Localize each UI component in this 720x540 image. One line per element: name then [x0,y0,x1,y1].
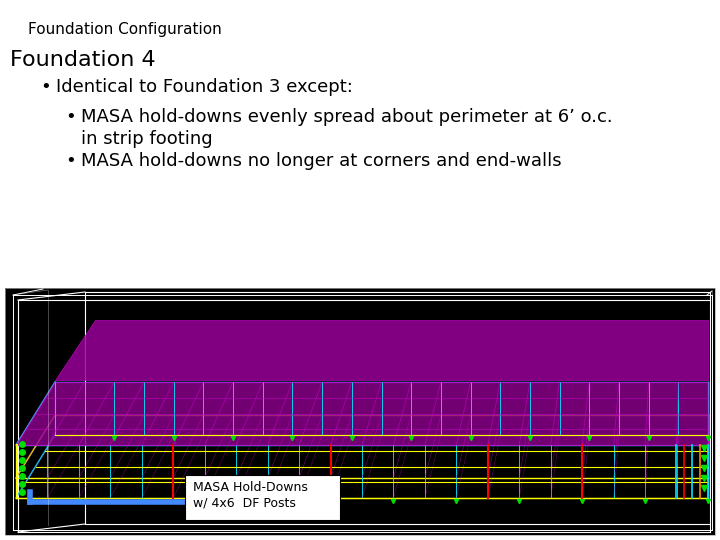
Text: MASA hold-downs no longer at corners and end-walls: MASA hold-downs no longer at corners and… [81,152,562,170]
Text: Foundation Configuration: Foundation Configuration [28,22,222,37]
FancyBboxPatch shape [185,475,340,520]
Text: •: • [65,152,76,170]
Text: Foundation 4: Foundation 4 [10,50,156,70]
Polygon shape [55,320,708,380]
Text: •: • [65,108,76,126]
Text: Identical to Foundation 3 except:: Identical to Foundation 3 except: [56,78,353,96]
Bar [5,288,715,535]
Text: MASA hold-downs evenly spread about perimeter at 6’ o.c.: MASA hold-downs evenly spread about peri… [81,108,613,126]
Text: •: • [40,78,50,96]
Text: MASA Hold-Downs
w/ 4x6  DF Posts: MASA Hold-Downs w/ 4x6 DF Posts [193,481,308,509]
Bar [5,288,715,535]
Text: in strip footing: in strip footing [81,130,212,148]
Polygon shape [16,382,708,445]
